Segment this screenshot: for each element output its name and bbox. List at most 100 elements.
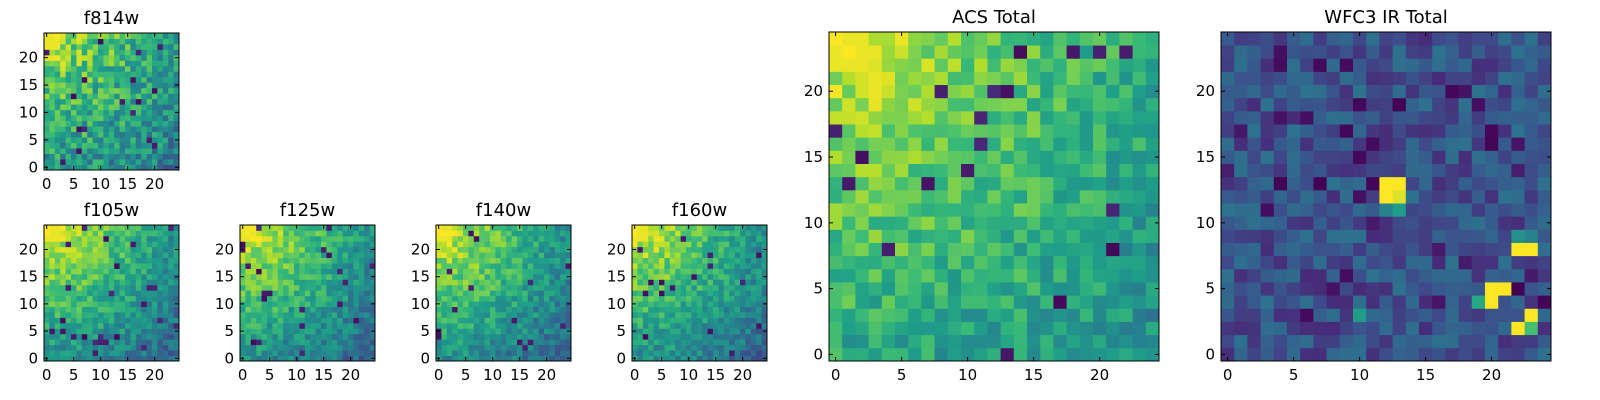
heatmap-cell bbox=[1300, 163, 1314, 178]
heatmap-cell bbox=[114, 328, 120, 335]
heatmap-cell bbox=[1300, 71, 1314, 86]
heatmap-cell bbox=[691, 268, 698, 275]
heatmap-cell bbox=[533, 290, 539, 297]
heatmap-cell bbox=[369, 322, 376, 329]
heatmap-cell bbox=[141, 33, 147, 39]
heatmap-cell bbox=[1445, 308, 1459, 322]
heatmap-cell bbox=[500, 333, 507, 340]
heatmap-cell bbox=[141, 104, 147, 111]
heatmap-cell bbox=[283, 317, 289, 324]
heatmap-cell bbox=[686, 241, 692, 248]
heatmap-cell bbox=[696, 235, 703, 242]
heatmap-cell bbox=[1000, 334, 1015, 349]
heatmap-cell bbox=[1234, 150, 1248, 164]
heatmap-cell bbox=[326, 225, 333, 231]
heatmap-cell bbox=[1537, 124, 1552, 138]
heatmap-cell bbox=[76, 252, 83, 259]
heatmap-cell bbox=[934, 45, 949, 59]
heatmap-cell bbox=[146, 279, 153, 286]
heatmap-cell bbox=[653, 301, 660, 307]
heatmap-cell bbox=[125, 131, 131, 138]
heatmap-cell bbox=[1119, 45, 1133, 59]
heatmap-cell bbox=[642, 230, 649, 237]
heatmap-cell bbox=[326, 322, 333, 329]
heatmap-cell bbox=[1053, 189, 1067, 204]
heatmap-cell bbox=[637, 301, 644, 307]
heatmap-cell bbox=[549, 290, 556, 297]
heatmap-cell bbox=[669, 273, 676, 280]
heatmap-cell bbox=[921, 216, 935, 230]
axes-frame bbox=[1220, 31, 1552, 362]
heatmap-cell bbox=[1419, 295, 1433, 309]
heatmap-cell bbox=[65, 93, 72, 100]
heatmap-cell bbox=[114, 153, 120, 160]
heatmap-cell bbox=[1106, 176, 1120, 191]
heatmap-cell bbox=[92, 82, 99, 89]
heatmap-cell bbox=[740, 290, 746, 297]
heatmap-cell bbox=[65, 273, 72, 280]
heatmap-cell bbox=[718, 263, 725, 269]
heatmap-cell bbox=[1458, 58, 1473, 72]
heatmap-cell bbox=[152, 98, 158, 105]
heatmap-cell bbox=[1273, 295, 1288, 309]
heatmap-cell bbox=[1079, 32, 1094, 46]
heatmap-cell bbox=[135, 252, 142, 259]
heatmap-cell bbox=[500, 317, 507, 324]
heatmap-cell bbox=[468, 301, 475, 307]
heatmap-cell bbox=[369, 241, 376, 248]
heatmap-cell bbox=[1053, 295, 1067, 309]
heatmap-cell bbox=[855, 229, 869, 243]
heatmap-cell bbox=[560, 339, 566, 346]
heatmap-cell bbox=[135, 131, 142, 138]
heatmap-cell bbox=[87, 284, 93, 291]
heatmap-cell bbox=[745, 355, 752, 362]
heatmap-cell bbox=[842, 84, 856, 99]
heatmap-cell bbox=[1013, 176, 1028, 191]
heatmap-cell bbox=[659, 290, 665, 297]
heatmap-cell bbox=[162, 273, 169, 280]
heatmap-cell bbox=[256, 246, 262, 253]
heatmap-cell bbox=[895, 295, 909, 309]
heatmap-cell bbox=[511, 257, 518, 264]
heatmap-cell bbox=[1498, 255, 1512, 270]
heatmap-cell bbox=[353, 246, 360, 253]
heatmap-cell bbox=[457, 279, 464, 286]
heatmap-cell bbox=[130, 82, 137, 89]
heatmap-cell bbox=[1040, 242, 1054, 257]
heatmap-cell bbox=[114, 43, 120, 50]
heatmap-cell bbox=[1260, 189, 1275, 204]
heatmap-cell bbox=[1313, 32, 1327, 46]
heatmap-cell bbox=[119, 295, 126, 302]
heatmap-cell bbox=[1379, 282, 1393, 296]
heatmap-cell bbox=[1498, 84, 1512, 99]
heatmap-cell bbox=[114, 252, 120, 259]
heatmap-cell bbox=[125, 54, 131, 61]
heatmap-cell bbox=[549, 252, 556, 259]
heatmap-cell bbox=[632, 312, 638, 318]
heatmap-cell bbox=[267, 333, 273, 340]
heatmap-cell bbox=[152, 350, 158, 356]
heatmap-cell bbox=[44, 312, 50, 318]
heatmap-cell bbox=[1485, 334, 1499, 349]
heatmap-cell bbox=[54, 126, 61, 133]
heatmap-cell bbox=[538, 344, 545, 351]
heatmap-cell bbox=[299, 306, 306, 313]
heatmap-cell bbox=[1458, 229, 1473, 243]
heatmap-cell bbox=[76, 284, 83, 291]
heatmap-cell bbox=[1260, 255, 1275, 270]
heatmap-cell bbox=[1524, 163, 1539, 178]
heatmap-cell bbox=[49, 131, 56, 138]
heatmap-cell bbox=[1432, 110, 1446, 125]
heatmap-cell bbox=[756, 306, 762, 313]
heatmap-cell bbox=[1053, 71, 1067, 86]
heatmap-cell bbox=[1379, 97, 1393, 112]
heatmap-cell bbox=[245, 350, 252, 356]
heatmap-cell bbox=[1498, 71, 1512, 86]
heatmap-cell bbox=[675, 301, 681, 307]
heatmap-cell bbox=[1132, 255, 1147, 270]
heatmap-cell bbox=[881, 189, 896, 204]
heatmap-cell bbox=[130, 98, 137, 105]
heatmap-cell bbox=[702, 333, 708, 340]
heatmap-cell bbox=[315, 252, 322, 259]
heatmap-cell bbox=[1458, 124, 1473, 138]
